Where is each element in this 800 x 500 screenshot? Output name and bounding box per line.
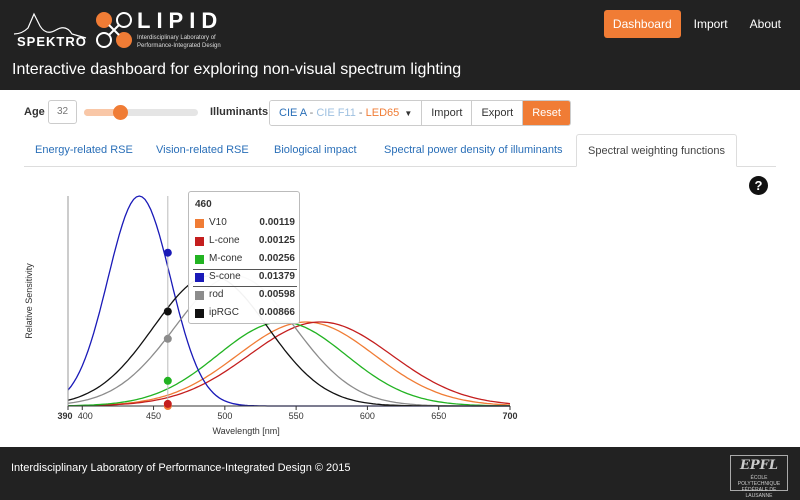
x-ticks: 390 400 450 500 550 600 650 700 xyxy=(57,406,518,421)
age-input[interactable]: 32 xyxy=(48,100,77,124)
x-tick-label: 390 xyxy=(57,411,72,421)
nav-import[interactable]: Import xyxy=(693,17,728,31)
age-slider[interactable] xyxy=(84,109,198,116)
import-button[interactable]: Import xyxy=(422,101,473,125)
tooltip-row: M-cone 0.00256 xyxy=(195,253,295,267)
tooltip-series-name: ipRGC xyxy=(209,307,240,318)
series-line-l-cone xyxy=(68,321,511,407)
tooltip-series-value: 0.01379 xyxy=(258,271,295,282)
tab-spectral-power-density[interactable]: Spectral power density of illuminants xyxy=(384,144,563,156)
tooltip-row: ipRGC 0.00866 xyxy=(195,307,295,321)
tab-biological-impact[interactable]: Biological impact xyxy=(274,144,357,156)
tooltip-divider xyxy=(193,269,297,270)
tooltip-title: 460 xyxy=(195,199,212,210)
legend-swatch xyxy=(195,309,204,318)
tooltip-row: L-cone 0.00125 xyxy=(195,235,295,249)
main-nav: Dashboard Import About xyxy=(603,10,790,38)
tab-bar: Energy-related RSE Vision-related RSE Bi… xyxy=(24,134,776,167)
tooltip-series-value: 0.00119 xyxy=(259,217,295,228)
epfl-logo: EPFL ÉCOLE POLYTECHNIQUE FÉDÉRALE DE LAU… xyxy=(730,455,788,499)
legend-swatch xyxy=(195,273,204,282)
hover-point-l-cone xyxy=(163,399,172,408)
lipid-logo-icon xyxy=(96,12,132,48)
footer-copyright: Interdisciplinary Laboratory of Performa… xyxy=(11,462,351,474)
lipid-subtitle: Interdisciplinary Laboratory of Performa… xyxy=(137,35,221,49)
controls-bar: Age 32 Illuminants CIE A - CIE F11 - LED… xyxy=(0,98,800,130)
epfl-subtitle: ÉCOLE POLYTECHNIQUE FÉDÉRALE DE LAUSANNE xyxy=(737,475,781,499)
illuminant-separator: - xyxy=(355,107,366,119)
lipid-wordmark: LIPID xyxy=(137,8,224,33)
tooltip-divider xyxy=(193,286,297,287)
illuminant-led65: LED65 xyxy=(365,107,400,119)
hover-dots xyxy=(163,248,172,410)
x-tick-label: 700 xyxy=(502,411,517,421)
caret-down-icon: ▼ xyxy=(404,109,413,118)
age-label: Age xyxy=(24,106,45,118)
tooltip-row: rod 0.00598 xyxy=(195,289,295,303)
nav-dashboard[interactable]: Dashboard xyxy=(603,10,681,38)
hover-point-iprgc xyxy=(163,307,172,316)
x-tick-label: 450 xyxy=(146,411,161,421)
tooltip-series-value: 0.00598 xyxy=(258,289,295,300)
epfl-wordmark: EPFL xyxy=(739,458,779,473)
hover-point-s-cone xyxy=(163,248,172,257)
illuminant-cie-a: CIE A xyxy=(279,107,307,119)
age-slider-fill xyxy=(84,109,121,116)
illuminant-toolbar: CIE A - CIE F11 - LED65 ▼ Import Export … xyxy=(269,100,571,126)
illuminant-cie-f11: CIE F11 xyxy=(316,107,356,119)
hover-point-rod xyxy=(163,334,172,343)
tooltip-series-value: 0.00125 xyxy=(258,235,295,246)
tab-energy-rse[interactable]: Energy-related RSE xyxy=(35,144,133,156)
illuminant-separator: - xyxy=(306,107,317,119)
legend-swatch xyxy=(195,291,204,300)
tooltip-series-name: L-cone xyxy=(209,235,240,246)
legend-swatch xyxy=(195,255,204,264)
question-circle-icon[interactable]: ? xyxy=(749,176,768,195)
legend-swatch xyxy=(195,219,204,228)
tooltip-series-name: M-cone xyxy=(209,253,243,264)
illuminant-dropdown[interactable]: CIE A - CIE F11 - LED65 ▼ xyxy=(270,101,423,125)
y-axis-label: Relative Sensitivity xyxy=(24,263,34,339)
chart-tooltip: 460 V10 0.00119 L-cone 0.00125 M-cone 0.… xyxy=(188,191,300,324)
app-header: SPEKTRO LIPID Interdisciplinary Laborato… xyxy=(0,0,800,90)
age-slider-handle[interactable] xyxy=(113,105,129,120)
tooltip-series-name: V10 xyxy=(209,217,227,228)
tab-vision-rse[interactable]: Vision-related RSE xyxy=(156,144,249,156)
spektro-wordmark: SPEKTRO xyxy=(17,34,87,49)
series-line-v10 xyxy=(68,321,511,407)
x-axis-label: Wavelength [nm] xyxy=(213,426,280,436)
x-tick-label: 600 xyxy=(360,411,375,421)
reset-button[interactable]: Reset xyxy=(523,101,570,125)
tooltip-row: S-cone 0.01379 xyxy=(195,271,295,285)
hover-point-m-cone xyxy=(163,376,172,385)
app-footer: Interdisciplinary Laboratory of Performa… xyxy=(0,447,800,500)
illuminants-label: Illuminants xyxy=(210,106,269,118)
x-tick-label: 500 xyxy=(217,411,232,421)
x-tick-label: 550 xyxy=(289,411,304,421)
export-button[interactable]: Export xyxy=(472,101,524,125)
tooltip-series-value: 0.00866 xyxy=(258,307,295,318)
series-line-m-cone xyxy=(67,321,510,407)
tooltip-series-name: rod xyxy=(209,289,224,300)
legend-swatch xyxy=(195,237,204,246)
page-title: Interactive dashboard for exploring non-… xyxy=(12,61,462,78)
x-tick-label: 650 xyxy=(431,411,446,421)
tooltip-row: V10 0.00119 xyxy=(195,217,295,231)
tooltip-series-name: S-cone xyxy=(209,271,241,282)
nav-about[interactable]: About xyxy=(749,17,781,31)
spektro-logo-icon xyxy=(13,12,87,39)
tab-spectral-weighting[interactable]: Spectral weighting functions xyxy=(576,134,737,167)
tooltip-series-value: 0.00256 xyxy=(258,253,295,264)
x-tick-label: 400 xyxy=(78,411,93,421)
